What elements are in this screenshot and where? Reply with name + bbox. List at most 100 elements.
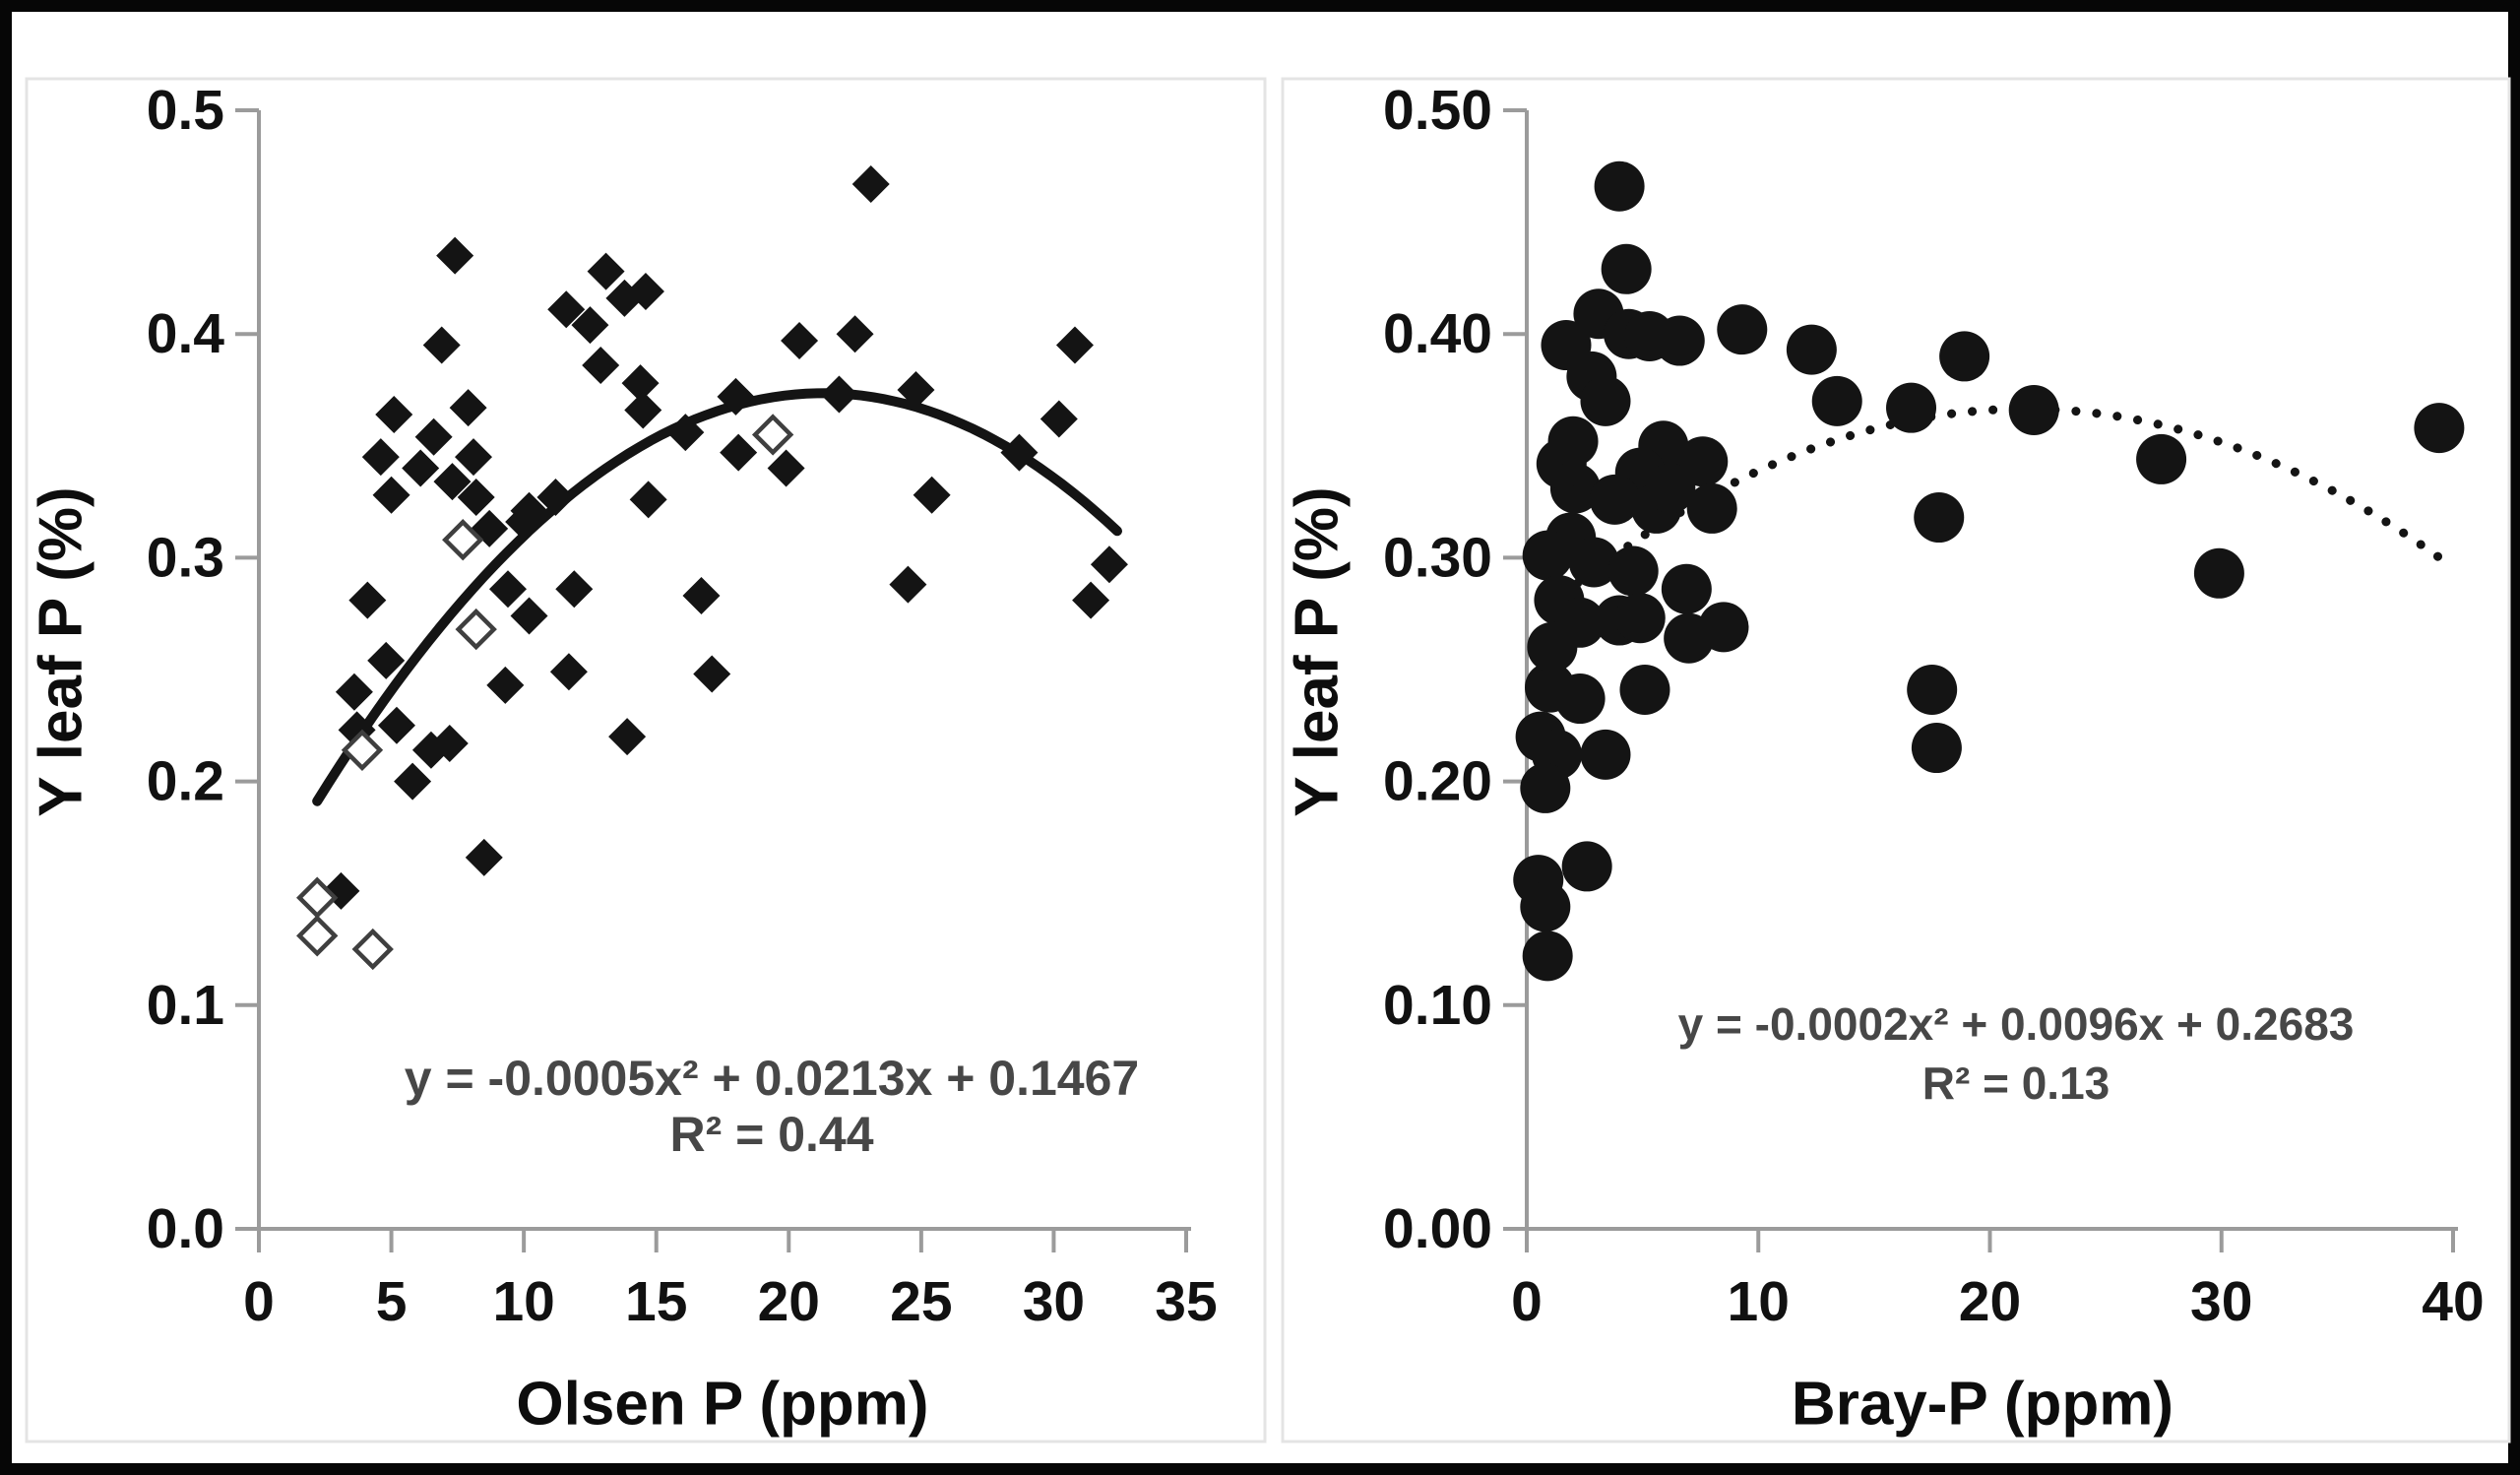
data-point-diamond-open bbox=[455, 608, 497, 651]
y-tick-label: 0.0 bbox=[147, 1197, 224, 1260]
data-point-diamond bbox=[781, 322, 819, 360]
y-tick-label: 0.4 bbox=[147, 302, 225, 365]
data-point-diamond-open bbox=[296, 915, 339, 957]
data-point-diamond-open bbox=[351, 928, 394, 971]
data-point-diamond bbox=[505, 503, 543, 542]
x-tick-label: 10 bbox=[1728, 1270, 1790, 1333]
data-point-circle bbox=[1520, 762, 1571, 813]
data-point-diamond bbox=[361, 438, 400, 477]
data-point-diamond bbox=[488, 570, 527, 609]
data-point-diamond bbox=[465, 838, 503, 876]
data-point-diamond bbox=[348, 581, 387, 619]
data-point-circle bbox=[1520, 881, 1571, 932]
data-point-diamond bbox=[1000, 433, 1039, 472]
data-point-diamond bbox=[693, 655, 731, 693]
data-point-diamond bbox=[510, 597, 548, 635]
data-point-circle bbox=[2193, 547, 2244, 599]
x-axis-title: Bray-P (ppm) bbox=[1792, 1371, 2174, 1439]
data-point-diamond bbox=[1055, 326, 1094, 364]
y-tick-label: 0.3 bbox=[147, 526, 224, 589]
data-point-circle bbox=[1686, 482, 1737, 534]
data-point-circle bbox=[1654, 315, 1705, 366]
data-point-diamond-open bbox=[751, 414, 794, 456]
data-point-circle bbox=[1522, 530, 1573, 581]
scatter-series-diamond-filled bbox=[322, 164, 1128, 910]
data-point-diamond bbox=[836, 315, 874, 353]
data-point-diamond bbox=[717, 377, 755, 416]
data-point-diamond bbox=[457, 479, 495, 517]
data-point-circle bbox=[1786, 324, 1837, 375]
data-point-diamond bbox=[335, 673, 373, 711]
y-tick-label: 0.1 bbox=[147, 974, 224, 1037]
data-point-diamond bbox=[587, 252, 625, 290]
data-point-circle bbox=[1911, 723, 1962, 774]
data-point-diamond bbox=[430, 724, 469, 762]
data-point-diamond bbox=[536, 479, 575, 517]
data-point-diamond bbox=[1090, 545, 1128, 584]
chart-frame bbox=[1281, 77, 2511, 1443]
x-tick-label: 30 bbox=[1023, 1270, 1085, 1333]
y-tick-label: 0.10 bbox=[1383, 974, 1492, 1037]
data-point-circle bbox=[2414, 403, 2465, 454]
data-point-circle bbox=[1645, 463, 1696, 514]
x-tick-label: 0 bbox=[1511, 1270, 1543, 1333]
data-point-circle bbox=[1619, 664, 1670, 715]
data-point-diamond bbox=[582, 347, 620, 385]
x-tick-label: 20 bbox=[758, 1270, 820, 1333]
data-point-circle bbox=[1717, 304, 1768, 355]
data-point-diamond bbox=[1040, 400, 1078, 438]
data-point-diamond bbox=[436, 236, 474, 275]
data-point-diamond bbox=[372, 476, 410, 514]
data-point-diamond bbox=[394, 762, 432, 801]
scatter-series-circle-filled bbox=[1513, 160, 2465, 982]
data-point-diamond bbox=[629, 481, 667, 519]
x-tick-label: 0 bbox=[243, 1270, 275, 1333]
trendline-equation: y = -0.0002x² + 0.0096x + 0.2683 bbox=[1678, 998, 2355, 1050]
trendline-equation: y = -0.0005x² + 0.0213x + 0.1467 bbox=[405, 1051, 1139, 1106]
trendline-r-squared: R² = 0.13 bbox=[1922, 1058, 2110, 1109]
data-point-diamond bbox=[624, 391, 662, 429]
data-point-diamond bbox=[571, 306, 609, 345]
x-axis-title: Olsen P (ppm) bbox=[516, 1371, 928, 1439]
y-tick-label: 0.50 bbox=[1383, 79, 1492, 142]
data-point-diamond bbox=[1072, 581, 1110, 619]
data-point-diamond bbox=[449, 389, 487, 427]
data-point-diamond bbox=[549, 653, 588, 691]
data-point-circle bbox=[1907, 664, 1958, 715]
x-tick-label: 10 bbox=[492, 1270, 554, 1333]
data-point-diamond bbox=[720, 433, 758, 472]
data-point-circle bbox=[2136, 433, 2187, 484]
data-point-circle bbox=[1522, 930, 1573, 982]
data-point-diamond bbox=[913, 476, 951, 514]
x-tick-label: 35 bbox=[1155, 1270, 1217, 1333]
data-point-diamond bbox=[377, 706, 415, 744]
data-point-diamond-open bbox=[442, 519, 484, 561]
data-point-circle bbox=[1580, 729, 1631, 780]
data-point-circle bbox=[1554, 673, 1606, 725]
data-point-diamond bbox=[621, 364, 660, 403]
data-point-circle bbox=[1614, 593, 1666, 644]
data-point-diamond bbox=[555, 570, 594, 609]
data-point-diamond bbox=[402, 449, 440, 487]
trendline-curve-solid bbox=[312, 388, 1122, 806]
data-point-circle bbox=[1661, 563, 1712, 614]
data-point-diamond bbox=[375, 395, 413, 433]
y-tick-label: 0.40 bbox=[1383, 302, 1492, 365]
data-point-circle bbox=[1589, 474, 1640, 525]
data-point-diamond bbox=[851, 164, 890, 203]
y-tick-label: 0.00 bbox=[1383, 1197, 1492, 1260]
x-tick-label: 30 bbox=[2190, 1270, 2252, 1333]
y-tick-label: 0.30 bbox=[1383, 526, 1492, 589]
x-tick-label: 20 bbox=[1959, 1270, 2021, 1333]
data-point-circle bbox=[1547, 416, 1599, 467]
data-point-circle bbox=[2008, 384, 2059, 435]
data-point-diamond bbox=[767, 449, 805, 487]
data-point-circle bbox=[1601, 243, 1652, 294]
data-point-circle bbox=[1914, 492, 1965, 544]
data-point-diamond bbox=[422, 326, 461, 364]
data-point-diamond bbox=[486, 666, 525, 704]
data-point-diamond bbox=[897, 371, 935, 409]
data-point-diamond bbox=[547, 290, 586, 329]
data-point-circle bbox=[1561, 841, 1612, 892]
